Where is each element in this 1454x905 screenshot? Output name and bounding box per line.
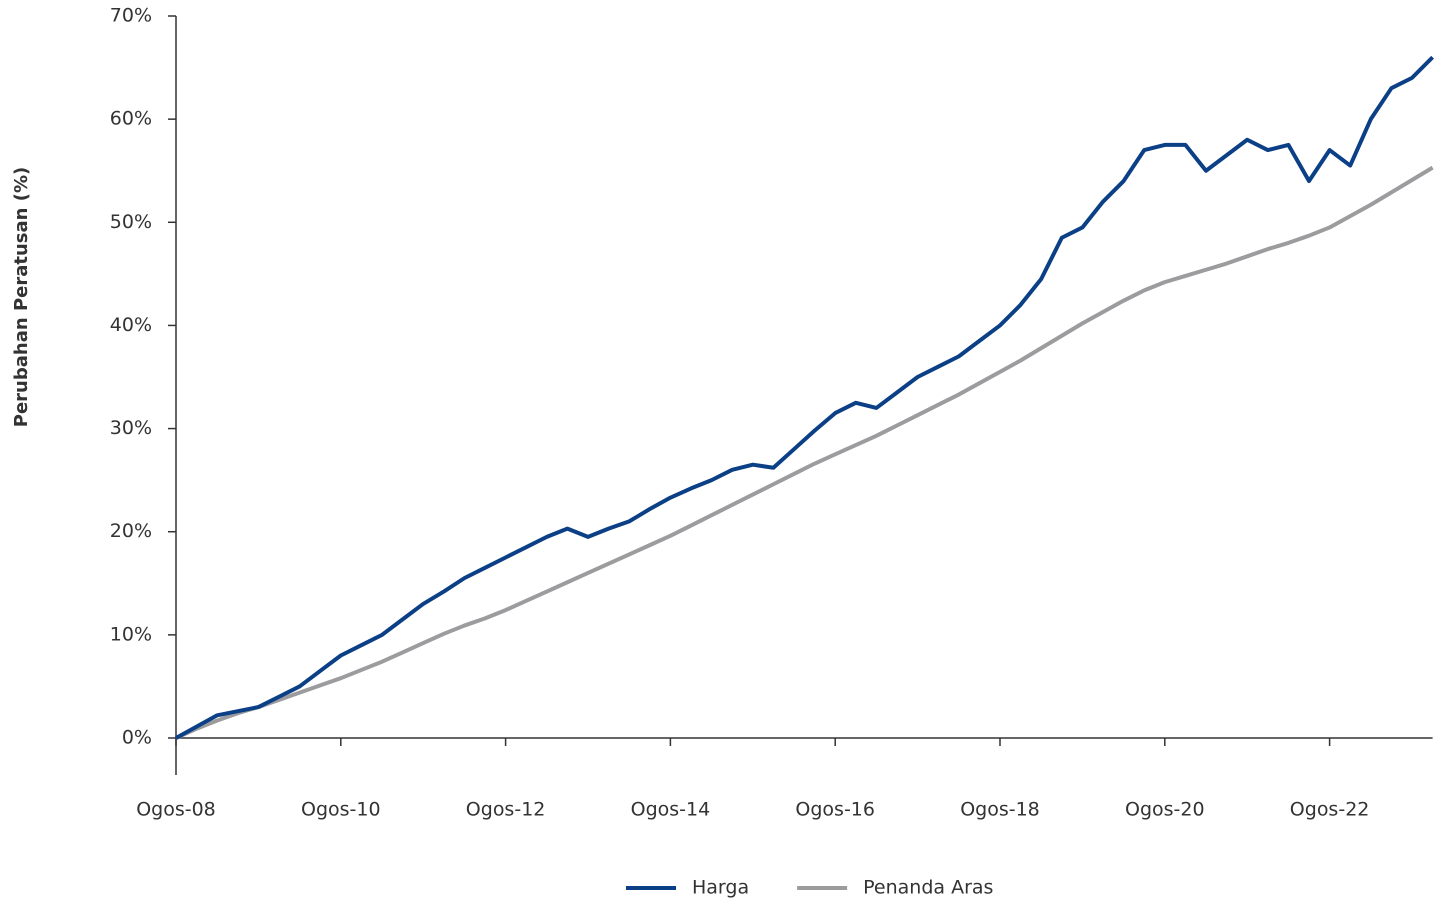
y-tick-label: 0% xyxy=(122,727,152,749)
y-axis-label: Perubahan Peratusan (%) xyxy=(11,167,32,427)
legend-label: Penanda Aras xyxy=(863,877,993,899)
y-tick-label: 50% xyxy=(110,211,152,233)
line-series xyxy=(175,165,1434,740)
legend-label: Harga xyxy=(692,877,749,899)
y-tick-label: 30% xyxy=(110,417,152,439)
x-tick-label: Ogos-16 xyxy=(795,799,875,821)
x-tick-label: Ogos-12 xyxy=(466,799,546,821)
y-tick-label: 10% xyxy=(110,623,152,645)
x-tick-label: Ogos-22 xyxy=(1290,799,1370,821)
y-tick-label: 20% xyxy=(110,520,152,542)
y-tick-label: 70% xyxy=(110,5,152,27)
x-tick-label: Ogos-20 xyxy=(1125,799,1205,821)
y-tick-label: 60% xyxy=(110,108,152,130)
x-tick-label: Ogos-18 xyxy=(960,799,1040,821)
x-tick-label: Ogos-08 xyxy=(136,799,216,821)
y-tick-label: 40% xyxy=(110,314,152,336)
line-series xyxy=(175,55,1435,740)
x-tick-label: Ogos-10 xyxy=(301,799,381,821)
x-tick-label: Ogos-14 xyxy=(631,799,711,821)
